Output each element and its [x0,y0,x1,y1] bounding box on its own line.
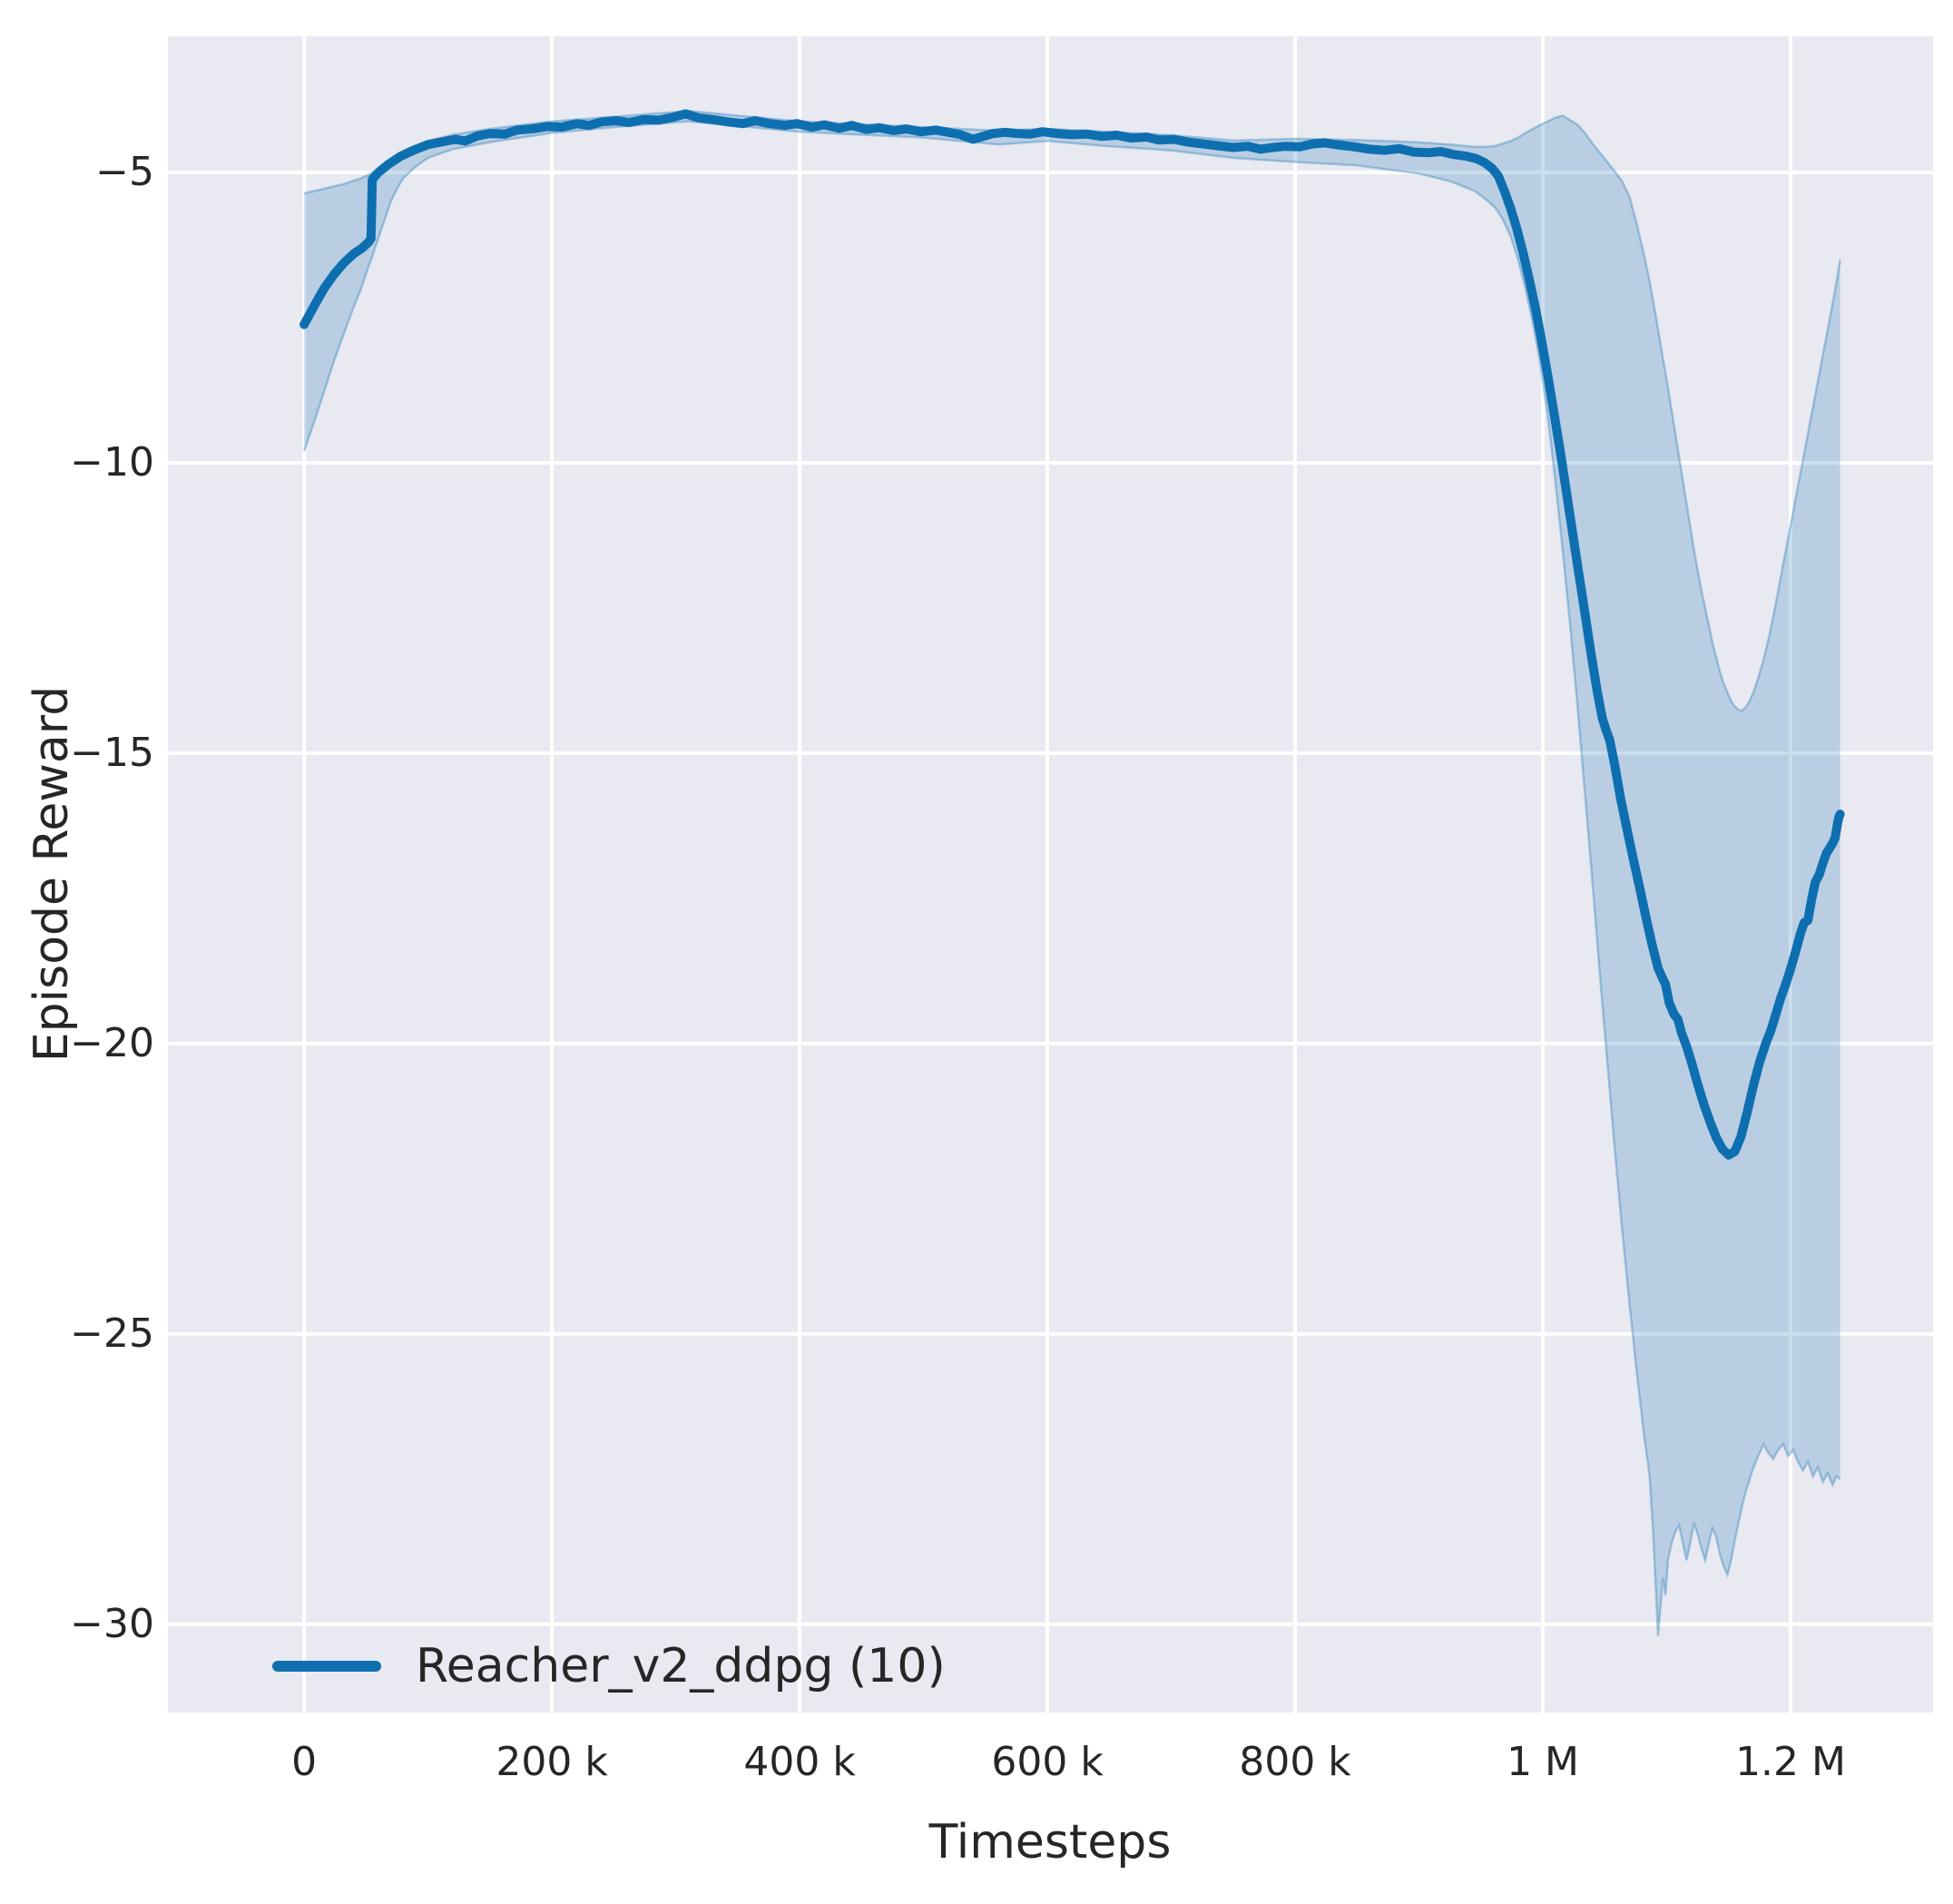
legend: Reacher_v2_ddpg (10) [272,1643,946,1690]
y-tick-label: −20 [70,1019,154,1066]
confidence-band-lower-edge [302,120,1841,1636]
chart-svg [168,36,1933,1713]
y-tick-label: −10 [70,438,154,486]
x-tick-label: 600 k [991,1739,1104,1785]
y-tick-label: −5 [95,148,154,195]
x-tick-label: 1.2 M [1735,1739,1846,1785]
mean-line [299,109,1845,1160]
y-tick-label: −15 [70,729,154,776]
confidence-band-upper-edge [303,109,1841,712]
confidence-band [304,111,1840,1636]
y-axis-label: Episode Reward [25,685,79,1063]
legend-label: Reacher_v2_ddpg (10) [416,1639,946,1693]
x-tick-label: 0 [291,1739,318,1785]
x-tick-label: 800 k [1239,1739,1351,1785]
x-axis-label: Timesteps [928,1815,1172,1870]
plot-area [168,36,1933,1713]
y-tick-label: −30 [70,1600,154,1647]
x-tick-label: 1 M [1506,1739,1580,1785]
legend-line-swatch [272,1661,381,1672]
x-tick-label: 400 k [743,1739,856,1785]
y-tick-label: −25 [70,1310,154,1357]
x-tick-label: 200 k [496,1739,608,1785]
